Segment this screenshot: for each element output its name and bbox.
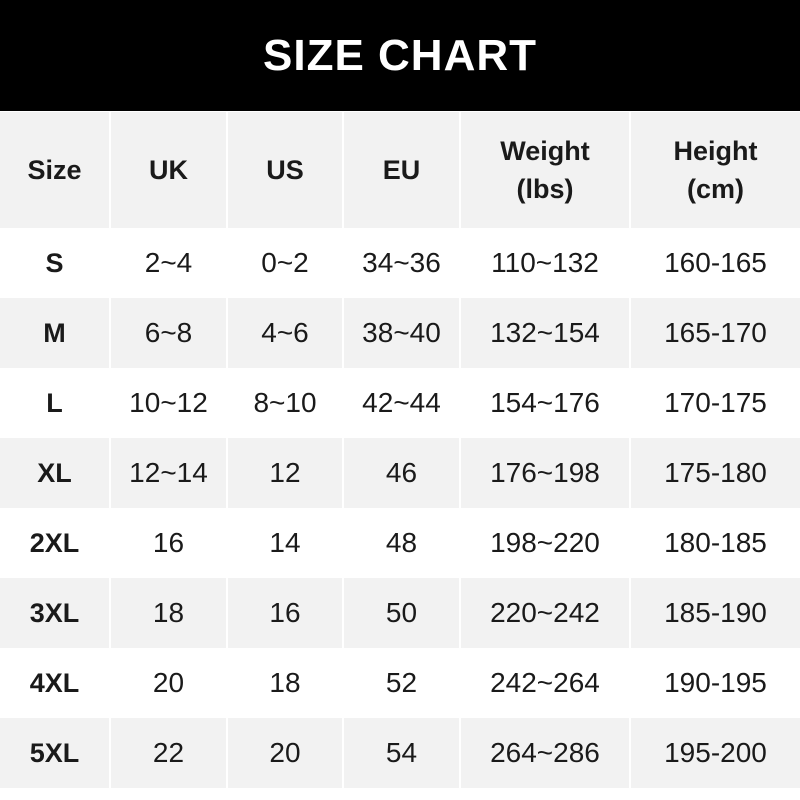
cell-weight: 264~286 [459, 718, 630, 788]
cell-us: 16 [226, 578, 343, 648]
cell-eu: 34~36 [342, 228, 460, 298]
column-header-size: Size [27, 155, 82, 185]
size-table: Size UK US EU Weight (lbs) Height (cm) S 2~4 0~… [0, 112, 800, 788]
cell-eu: 54 [342, 718, 460, 788]
table-row: 4XL 20 18 52 242~264 190-195 [0, 648, 800, 718]
cell-weight: 242~264 [459, 648, 630, 718]
cell-uk: 16 [109, 508, 227, 578]
column-header-us: US [226, 112, 343, 228]
table-row: XL 12~14 12 46 176~198 175-180 [0, 438, 800, 508]
cell-uk: 22 [109, 718, 227, 788]
cell-weight: 154~176 [459, 368, 630, 438]
cell-us: 18 [226, 648, 343, 718]
table-row: 5XL 22 20 54 264~286 195-200 [0, 718, 800, 788]
cell-size: XL [37, 457, 72, 488]
cell-size: S [45, 247, 64, 278]
table-row: M 6~8 4~6 38~40 132~154 165-170 [0, 298, 800, 368]
cell-eu: 52 [342, 648, 460, 718]
cell-height: 160-165 [629, 228, 800, 298]
cell-us: 14 [226, 508, 343, 578]
cell-eu: 42~44 [342, 368, 460, 438]
cell-size: 2XL [29, 527, 80, 558]
column-header-uk: UK [109, 112, 227, 228]
cell-size: M [43, 317, 66, 348]
cell-height: 165-170 [629, 298, 800, 368]
cell-size: 4XL [29, 667, 80, 698]
column-header-height: Height (cm) [629, 112, 800, 228]
cell-height: 170-175 [629, 368, 800, 438]
cell-weight: 132~154 [459, 298, 630, 368]
size-chart-title: SIZE CHART [0, 0, 800, 111]
cell-us: 8~10 [226, 368, 343, 438]
cell-size: L [46, 387, 63, 418]
cell-weight: 198~220 [459, 508, 630, 578]
cell-weight: 176~198 [459, 438, 630, 508]
column-header-eu: EU [342, 112, 460, 228]
cell-us: 12 [226, 438, 343, 508]
cell-us: 0~2 [226, 228, 343, 298]
header-row: Size UK US EU Weight (lbs) Height (cm) [0, 112, 800, 228]
cell-uk: 6~8 [109, 298, 227, 368]
table-row: S 2~4 0~2 34~36 110~132 160-165 [0, 228, 800, 298]
cell-eu: 46 [342, 438, 460, 508]
cell-uk: 18 [109, 578, 227, 648]
cell-weight: 110~132 [459, 228, 630, 298]
table-row: L 10~12 8~10 42~44 154~176 170-175 [0, 368, 800, 438]
cell-weight: 220~242 [459, 578, 630, 648]
cell-eu: 48 [342, 508, 460, 578]
cell-size: 3XL [29, 597, 80, 628]
table-row: 2XL 16 14 48 198~220 180-185 [0, 508, 800, 578]
cell-height: 175-180 [629, 438, 800, 508]
cell-height: 185-190 [629, 578, 800, 648]
cell-height: 180-185 [629, 508, 800, 578]
cell-uk: 2~4 [109, 228, 227, 298]
cell-eu: 50 [342, 578, 460, 648]
cell-eu: 38~40 [342, 298, 460, 368]
cell-us: 20 [226, 718, 343, 788]
cell-size: 5XL [29, 737, 80, 768]
cell-height: 195-200 [629, 718, 800, 788]
column-header-weight: Weight (lbs) [459, 112, 630, 228]
cell-height: 190-195 [629, 648, 800, 718]
cell-us: 4~6 [226, 298, 343, 368]
cell-uk: 12~14 [109, 438, 227, 508]
cell-uk: 10~12 [109, 368, 227, 438]
cell-uk: 20 [109, 648, 227, 718]
table-row: 3XL 18 16 50 220~242 185-190 [0, 578, 800, 648]
